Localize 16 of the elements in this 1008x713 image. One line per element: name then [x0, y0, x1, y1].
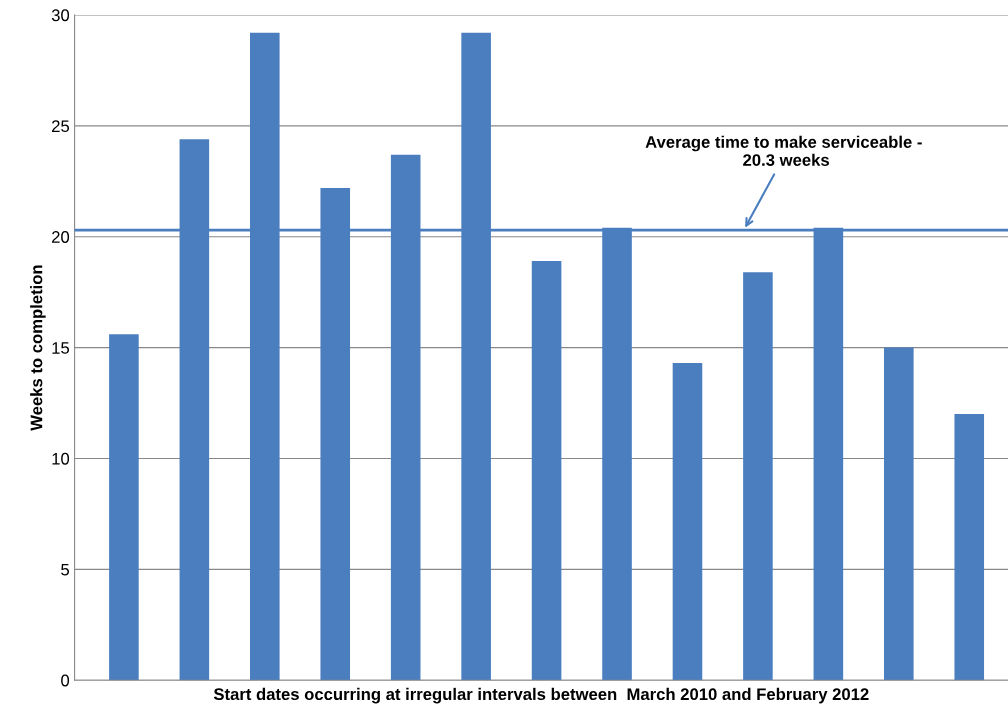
- y-tick-label: 30: [51, 9, 70, 22]
- y-tick-label: 20: [52, 231, 70, 243]
- y-tick-label: 5: [61, 563, 70, 576]
- x-axis-title: Start dates occurring at irregular intervals between March 2010 and February 2012: [213, 687, 869, 704]
- y-tick-label: 25: [52, 120, 70, 133]
- bar: [954, 414, 985, 681]
- y-tick-label: 15: [52, 342, 70, 354]
- y-axis-title: Weeks to completion: [30, 265, 46, 431]
- ref-line-label: Average time to make serviceable - 20.3 weeks: [645, 135, 922, 166]
- bar: [743, 272, 773, 681]
- bar: [109, 334, 139, 681]
- y-tick-label: 0: [61, 674, 70, 687]
- bar: [884, 347, 914, 681]
- y-tick-label: 10: [52, 452, 70, 465]
- bar: [672, 363, 703, 681]
- bar: [531, 261, 562, 681]
